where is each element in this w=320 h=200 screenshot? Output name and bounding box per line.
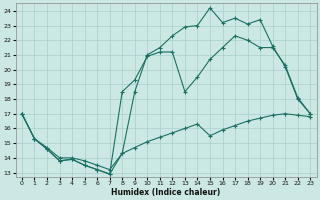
X-axis label: Humidex (Indice chaleur): Humidex (Indice chaleur) (111, 188, 221, 197)
